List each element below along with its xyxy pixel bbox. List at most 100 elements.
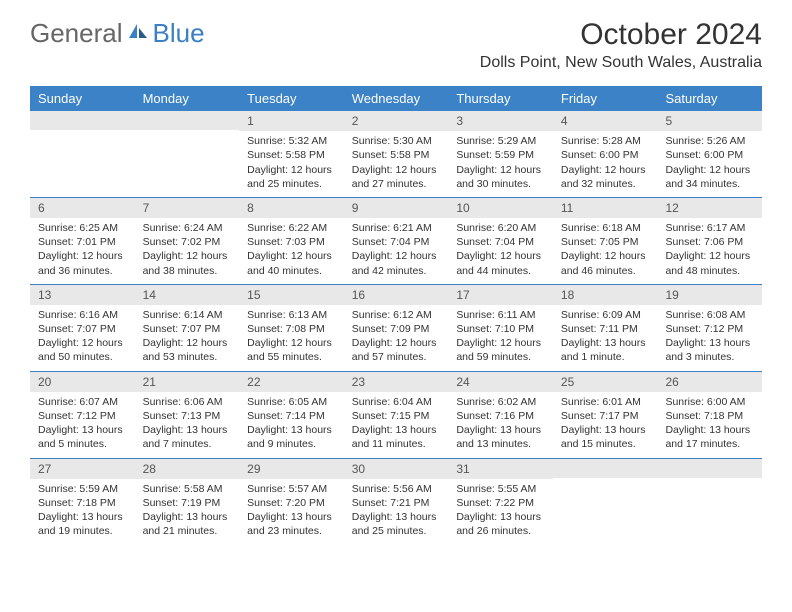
day-number: 17	[448, 285, 553, 305]
day-body: Sunrise: 6:14 AMSunset: 7:07 PMDaylight:…	[135, 305, 240, 371]
day-cell	[30, 111, 135, 197]
day-number: 24	[448, 372, 553, 392]
day-body: Sunrise: 5:55 AMSunset: 7:22 PMDaylight:…	[448, 479, 553, 545]
day-number: 1	[239, 111, 344, 131]
day-number: 12	[657, 198, 762, 218]
day-number: 15	[239, 285, 344, 305]
daylight-line: Daylight: 12 hours and 59 minutes.	[456, 336, 545, 364]
day-body: Sunrise: 6:11 AMSunset: 7:10 PMDaylight:…	[448, 305, 553, 371]
day-cell: 2Sunrise: 5:30 AMSunset: 5:58 PMDaylight…	[344, 111, 449, 197]
sunrise-line: Sunrise: 6:06 AM	[143, 395, 232, 409]
day-cell: 17Sunrise: 6:11 AMSunset: 7:10 PMDayligh…	[448, 285, 553, 371]
daylight-line: Daylight: 12 hours and 44 minutes.	[456, 249, 545, 277]
sunrise-line: Sunrise: 5:32 AM	[247, 134, 336, 148]
sunset-line: Sunset: 7:20 PM	[247, 496, 336, 510]
sunrise-line: Sunrise: 6:09 AM	[561, 308, 650, 322]
weekday-header: Wednesday	[344, 86, 449, 111]
day-body: Sunrise: 6:22 AMSunset: 7:03 PMDaylight:…	[239, 218, 344, 284]
day-body: Sunrise: 6:07 AMSunset: 7:12 PMDaylight:…	[30, 392, 135, 458]
sunset-line: Sunset: 7:08 PM	[247, 322, 336, 336]
sunrise-line: Sunrise: 6:12 AM	[352, 308, 441, 322]
week-row: 20Sunrise: 6:07 AMSunset: 7:12 PMDayligh…	[30, 372, 762, 459]
sunrise-line: Sunrise: 6:17 AM	[665, 221, 754, 235]
day-body: Sunrise: 5:28 AMSunset: 6:00 PMDaylight:…	[553, 131, 658, 197]
day-body: Sunrise: 5:29 AMSunset: 5:59 PMDaylight:…	[448, 131, 553, 197]
sunrise-line: Sunrise: 6:20 AM	[456, 221, 545, 235]
day-body: Sunrise: 5:58 AMSunset: 7:19 PMDaylight:…	[135, 479, 240, 545]
day-number	[135, 111, 240, 130]
sunrise-line: Sunrise: 6:24 AM	[143, 221, 232, 235]
sunset-line: Sunset: 7:10 PM	[456, 322, 545, 336]
day-body: Sunrise: 6:20 AMSunset: 7:04 PMDaylight:…	[448, 218, 553, 284]
day-cell: 8Sunrise: 6:22 AMSunset: 7:03 PMDaylight…	[239, 198, 344, 284]
day-cell: 21Sunrise: 6:06 AMSunset: 7:13 PMDayligh…	[135, 372, 240, 458]
sunrise-line: Sunrise: 6:08 AM	[665, 308, 754, 322]
sunset-line: Sunset: 7:02 PM	[143, 235, 232, 249]
header: General Blue October 2024 Dolls Point, N…	[0, 0, 792, 78]
sunrise-line: Sunrise: 5:30 AM	[352, 134, 441, 148]
daylight-line: Daylight: 13 hours and 13 minutes.	[456, 423, 545, 451]
sunset-line: Sunset: 7:13 PM	[143, 409, 232, 423]
day-number: 29	[239, 459, 344, 479]
day-body: Sunrise: 6:09 AMSunset: 7:11 PMDaylight:…	[553, 305, 658, 371]
sunset-line: Sunset: 7:11 PM	[561, 322, 650, 336]
day-cell: 24Sunrise: 6:02 AMSunset: 7:16 PMDayligh…	[448, 372, 553, 458]
day-cell: 9Sunrise: 6:21 AMSunset: 7:04 PMDaylight…	[344, 198, 449, 284]
day-number: 25	[553, 372, 658, 392]
sunrise-line: Sunrise: 6:14 AM	[143, 308, 232, 322]
day-cell: 19Sunrise: 6:08 AMSunset: 7:12 PMDayligh…	[657, 285, 762, 371]
daylight-line: Daylight: 12 hours and 30 minutes.	[456, 163, 545, 191]
week-row: 1Sunrise: 5:32 AMSunset: 5:58 PMDaylight…	[30, 111, 762, 198]
week-row: 6Sunrise: 6:25 AMSunset: 7:01 PMDaylight…	[30, 198, 762, 285]
daylight-line: Daylight: 12 hours and 27 minutes.	[352, 163, 441, 191]
sunset-line: Sunset: 5:59 PM	[456, 148, 545, 162]
sunset-line: Sunset: 7:01 PM	[38, 235, 127, 249]
title-block: October 2024 Dolls Point, New South Wale…	[480, 18, 762, 72]
sunrise-line: Sunrise: 5:29 AM	[456, 134, 545, 148]
sunrise-line: Sunrise: 6:25 AM	[38, 221, 127, 235]
sunset-line: Sunset: 7:18 PM	[38, 496, 127, 510]
day-number: 20	[30, 372, 135, 392]
day-body: Sunrise: 6:12 AMSunset: 7:09 PMDaylight:…	[344, 305, 449, 371]
day-body: Sunrise: 6:02 AMSunset: 7:16 PMDaylight:…	[448, 392, 553, 458]
sunset-line: Sunset: 5:58 PM	[352, 148, 441, 162]
day-cell: 5Sunrise: 5:26 AMSunset: 6:00 PMDaylight…	[657, 111, 762, 197]
sunset-line: Sunset: 7:07 PM	[143, 322, 232, 336]
day-number: 4	[553, 111, 658, 131]
day-cell: 3Sunrise: 5:29 AMSunset: 5:59 PMDaylight…	[448, 111, 553, 197]
logo: General Blue	[30, 18, 205, 49]
daylight-line: Daylight: 12 hours and 36 minutes.	[38, 249, 127, 277]
day-cell: 6Sunrise: 6:25 AMSunset: 7:01 PMDaylight…	[30, 198, 135, 284]
sunset-line: Sunset: 7:04 PM	[456, 235, 545, 249]
day-body: Sunrise: 6:18 AMSunset: 7:05 PMDaylight:…	[553, 218, 658, 284]
daylight-line: Daylight: 12 hours and 53 minutes.	[143, 336, 232, 364]
day-cell: 14Sunrise: 6:14 AMSunset: 7:07 PMDayligh…	[135, 285, 240, 371]
daylight-line: Daylight: 13 hours and 5 minutes.	[38, 423, 127, 451]
day-number: 23	[344, 372, 449, 392]
daylight-line: Daylight: 12 hours and 50 minutes.	[38, 336, 127, 364]
day-number	[657, 459, 762, 478]
day-cell: 15Sunrise: 6:13 AMSunset: 7:08 PMDayligh…	[239, 285, 344, 371]
sunrise-line: Sunrise: 6:05 AM	[247, 395, 336, 409]
day-number: 13	[30, 285, 135, 305]
day-number: 5	[657, 111, 762, 131]
day-cell: 22Sunrise: 6:05 AMSunset: 7:14 PMDayligh…	[239, 372, 344, 458]
day-cell: 28Sunrise: 5:58 AMSunset: 7:19 PMDayligh…	[135, 459, 240, 545]
day-cell: 10Sunrise: 6:20 AMSunset: 7:04 PMDayligh…	[448, 198, 553, 284]
day-cell: 4Sunrise: 5:28 AMSunset: 6:00 PMDaylight…	[553, 111, 658, 197]
weekday-header: Friday	[553, 86, 658, 111]
daylight-line: Daylight: 13 hours and 17 minutes.	[665, 423, 754, 451]
day-cell: 29Sunrise: 5:57 AMSunset: 7:20 PMDayligh…	[239, 459, 344, 545]
sunset-line: Sunset: 7:19 PM	[143, 496, 232, 510]
daylight-line: Daylight: 12 hours and 32 minutes.	[561, 163, 650, 191]
day-body: Sunrise: 6:01 AMSunset: 7:17 PMDaylight:…	[553, 392, 658, 458]
weekday-header: Tuesday	[239, 86, 344, 111]
sunrise-line: Sunrise: 6:11 AM	[456, 308, 545, 322]
day-body: Sunrise: 5:32 AMSunset: 5:58 PMDaylight:…	[239, 131, 344, 197]
daylight-line: Daylight: 13 hours and 3 minutes.	[665, 336, 754, 364]
day-cell: 1Sunrise: 5:32 AMSunset: 5:58 PMDaylight…	[239, 111, 344, 197]
sunset-line: Sunset: 7:05 PM	[561, 235, 650, 249]
day-body: Sunrise: 6:13 AMSunset: 7:08 PMDaylight:…	[239, 305, 344, 371]
sunrise-line: Sunrise: 5:55 AM	[456, 482, 545, 496]
daylight-line: Daylight: 13 hours and 25 minutes.	[352, 510, 441, 538]
